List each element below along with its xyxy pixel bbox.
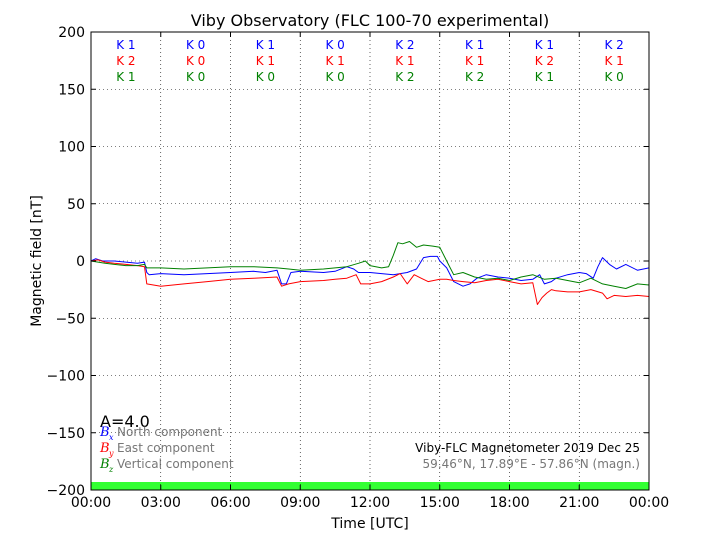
k-index-north: K 1 bbox=[465, 38, 484, 52]
legend-symbol: B bbox=[99, 457, 110, 472]
k-index-north: K 1 bbox=[535, 38, 554, 52]
x-tick-label: 15:00 bbox=[420, 495, 460, 511]
x-tick-label: 03:00 bbox=[141, 495, 181, 511]
legend-label: East component bbox=[117, 441, 215, 455]
k-index-east: K 2 bbox=[116, 54, 135, 68]
y-tick-label: −200 bbox=[47, 483, 85, 499]
k-index-east: K 1 bbox=[256, 54, 275, 68]
legend-symbol: B bbox=[99, 441, 110, 456]
y-tick-label: −50 bbox=[55, 311, 85, 327]
k-index-east: K 1 bbox=[395, 54, 414, 68]
x-tick-label: 06:00 bbox=[210, 495, 250, 511]
y-tick-label: 200 bbox=[58, 25, 85, 41]
k-index-north: K 0 bbox=[186, 38, 205, 52]
k-index-north: K 2 bbox=[395, 38, 414, 52]
k-index-north: K 1 bbox=[116, 38, 135, 52]
x-tick-label: 21:00 bbox=[559, 495, 599, 511]
x-tick-label: 00:00 bbox=[629, 495, 669, 511]
k-index-vertical: K 2 bbox=[395, 70, 414, 84]
k-index-east: K 0 bbox=[186, 54, 205, 68]
x-tick-label: 18:00 bbox=[489, 495, 529, 511]
info-line-1: Viby-FLC Magnetometer 2019 Dec 25 bbox=[415, 441, 640, 455]
k-index-east: K 2 bbox=[535, 54, 554, 68]
y-tick-label: 150 bbox=[58, 82, 85, 98]
plot-frame bbox=[90, 31, 650, 491]
legend-subscript: x bbox=[109, 433, 114, 442]
y-tick-label: −100 bbox=[47, 369, 85, 385]
info-line-2: 59.46°N, 17.89°E - 57.86°N (magn.) bbox=[423, 457, 640, 471]
legend-label: North component bbox=[117, 425, 223, 439]
y-tick-label: 0 bbox=[76, 254, 85, 270]
y-tick-label: 50 bbox=[67, 197, 85, 213]
legend-subscript: z bbox=[108, 465, 114, 474]
chart-title: Viby Observatory (FLC 100-70 experimenta… bbox=[191, 11, 550, 30]
y-tick-label: 100 bbox=[58, 140, 85, 156]
k-index-vertical: K 0 bbox=[186, 70, 205, 84]
series-line-east bbox=[90, 259, 650, 305]
k-index-east: K 1 bbox=[325, 54, 344, 68]
x-tick-label: 12:00 bbox=[350, 495, 390, 511]
x-tick-label: 00:00 bbox=[71, 495, 111, 511]
k-index-vertical: K 0 bbox=[604, 70, 623, 84]
k-index-vertical: K 0 bbox=[325, 70, 344, 84]
legend-symbol: B bbox=[99, 425, 110, 440]
x-axis-label: Time [UTC] bbox=[330, 516, 408, 532]
legend-label: Vertical component bbox=[117, 457, 234, 471]
y-tick-label: −150 bbox=[47, 426, 85, 442]
series-line-vertical bbox=[90, 241, 650, 289]
x-tick-label: 09:00 bbox=[280, 495, 320, 511]
series-layer bbox=[90, 241, 650, 305]
k-index-labels: K 1 K 0 K 1 K 0 K 2 K 1 K 1 K 2 K 2 K 0 K 1 K 1 K 1 K… bbox=[116, 38, 624, 84]
grid-lines bbox=[91, 32, 649, 490]
k-index-north: K 1 bbox=[256, 38, 275, 52]
series-line-north bbox=[90, 255, 650, 287]
k-index-vertical: K 0 bbox=[256, 70, 275, 84]
axis-ticks: 00:00 03:00 06:00 09:00 12:00 15:00 18:00 21:00… bbox=[47, 25, 670, 511]
k-index-north: K 0 bbox=[325, 38, 344, 52]
k-index-east: K 1 bbox=[465, 54, 484, 68]
k-index-vertical: K 1 bbox=[535, 70, 554, 84]
k-index-north: K 2 bbox=[604, 38, 623, 52]
k-index-east: K 1 bbox=[604, 54, 623, 68]
legend-subscript: y bbox=[108, 449, 114, 458]
a-index-label: A=4.0 bbox=[100, 412, 150, 431]
y-axis-label: Magnetic field [nT] bbox=[29, 195, 45, 327]
k-index-vertical: K 2 bbox=[465, 70, 484, 84]
k-index-vertical: K 1 bbox=[116, 70, 135, 84]
